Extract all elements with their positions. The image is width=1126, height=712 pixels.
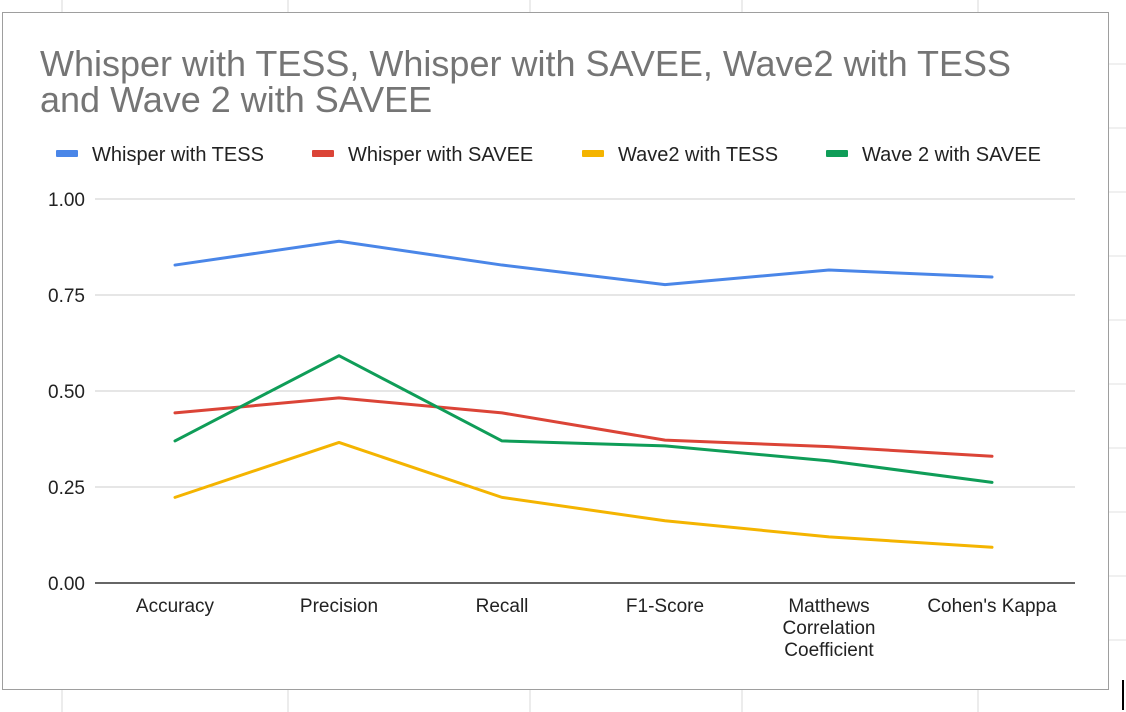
x-tick-label: Precision [300, 596, 378, 617]
y-tick-label: 0.75 [48, 286, 85, 307]
x-tick-label: Cohen's Kappa [927, 596, 1057, 617]
legend-swatch [312, 150, 334, 157]
y-tick-label: 1.00 [48, 190, 85, 211]
chart-series [173, 239, 994, 549]
chart-legend: Whisper with TESS Whisper with SAVEE Wave2… [56, 144, 1041, 166]
x-axis-tick-labels: Accuracy Precision Recall F1-Score MatthewsC… [136, 596, 1057, 661]
legend-swatch [582, 150, 604, 157]
y-tick-label: 0.50 [48, 382, 85, 403]
x-tick-label: F1-Score [626, 596, 704, 617]
legend-entry: Whisper with SAVEE [348, 144, 533, 166]
x-tick-label: Matthews [788, 596, 869, 617]
series-line [173, 354, 994, 484]
legend-entry: Wave2 with TESS [618, 144, 778, 166]
chart-title: Whisper with TESS, Whisper with SAVEE, W… [40, 43, 1011, 120]
x-tick-label: Recall [476, 596, 529, 617]
chart-title-line-2: and Wave 2 with SAVEE [40, 79, 432, 120]
chart-frame[interactable] [2, 12, 1109, 690]
x-tick-label: Correlation [783, 618, 876, 639]
x-tick-label: Coefficient [784, 640, 874, 661]
series-line [173, 239, 994, 287]
legend-swatch [826, 150, 848, 157]
series-line [173, 440, 994, 549]
chart-gridlines [95, 198, 1075, 584]
legend-entry: Wave 2 with SAVEE [862, 144, 1041, 166]
legend-swatch [56, 150, 78, 157]
legend-entry: Whisper with TESS [92, 144, 264, 166]
y-tick-label: 0.00 [48, 574, 85, 595]
chart-title-line-1: Whisper with TESS, Whisper with SAVEE, W… [40, 43, 1011, 84]
y-tick-label: 0.25 [48, 478, 85, 499]
x-tick-label: Accuracy [136, 596, 215, 617]
y-axis-tick-labels: 0.00 0.25 0.50 0.75 1.00 [48, 190, 85, 595]
text-cursor [1122, 680, 1124, 710]
series-line [173, 396, 994, 458]
